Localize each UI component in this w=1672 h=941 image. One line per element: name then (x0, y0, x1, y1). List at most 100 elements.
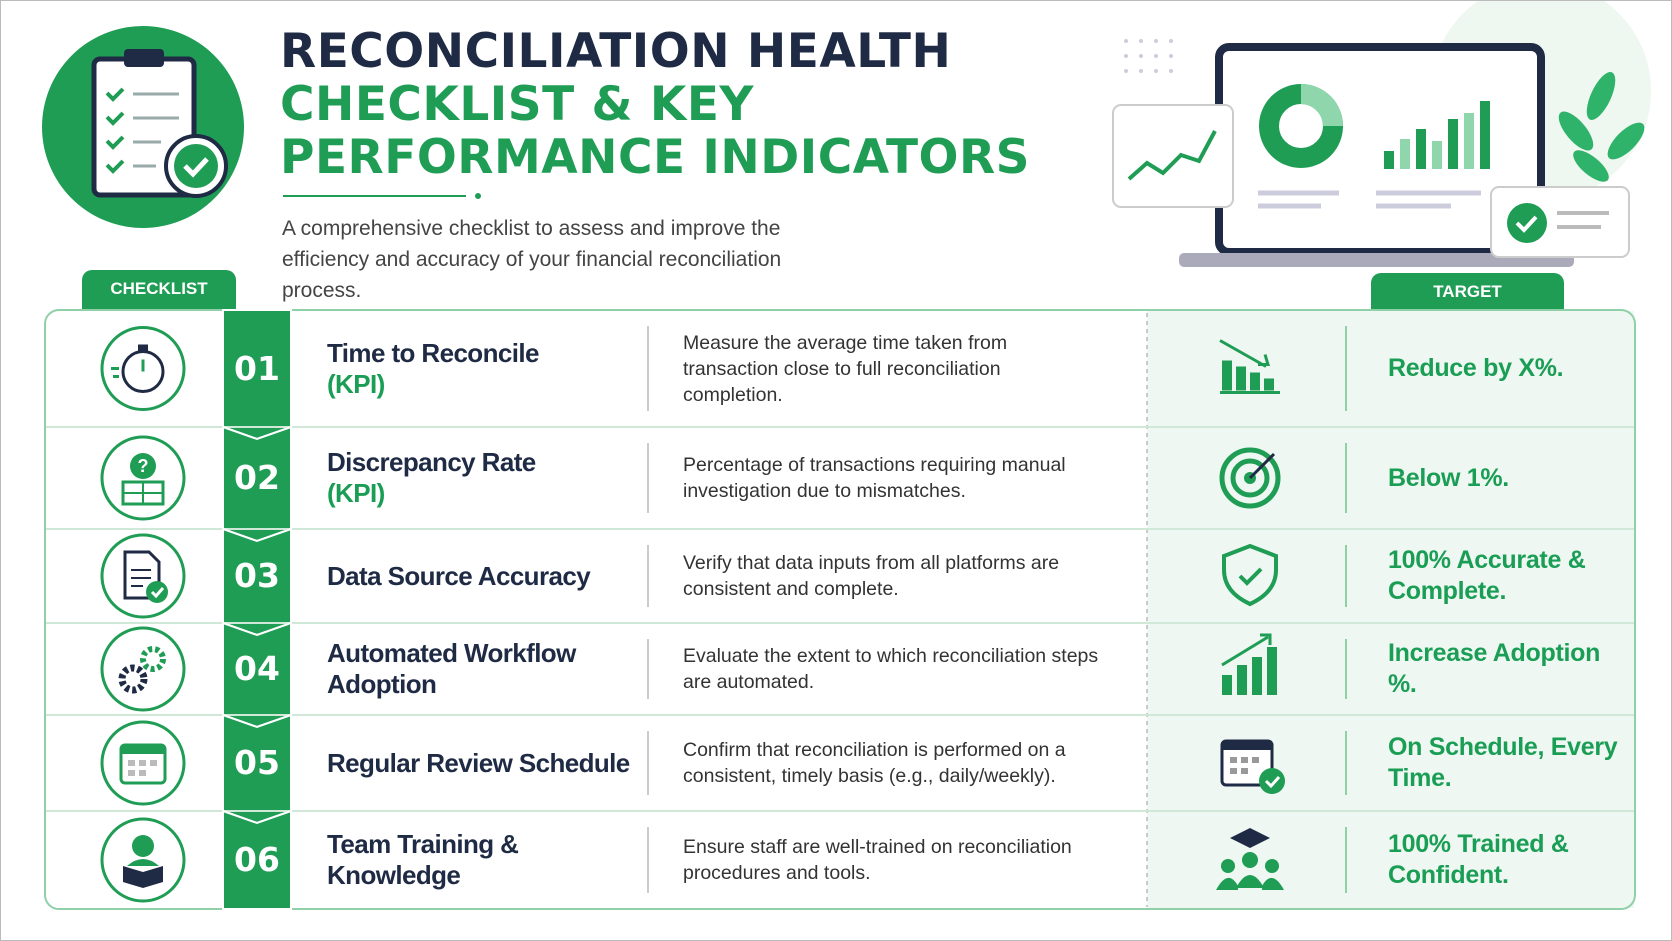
checks (105, 87, 125, 174)
icon-part (1139, 54, 1143, 58)
icon-part (1607, 122, 1645, 160)
icon-part (1258, 354, 1271, 366)
target-icon (1219, 447, 1281, 509)
icon-part: ? (138, 456, 149, 476)
icon-part (131, 569, 151, 587)
icon-part (1222, 360, 1232, 391)
icon-part (1236, 366, 1246, 391)
icon-part (1230, 768, 1237, 774)
icon-part (138, 344, 148, 351)
icon-part (1139, 39, 1143, 43)
row-title: Automated Workflow Adoption (327, 638, 637, 700)
row-number: 05 (234, 743, 280, 782)
icon-part (1154, 69, 1158, 73)
table-frame (44, 309, 1636, 910)
icon-part (1252, 757, 1259, 763)
badge-fill (174, 144, 218, 188)
row-description: Ensure staff are well-trained on reconci… (683, 836, 1072, 884)
icon-part (150, 587, 165, 599)
icon-part (1264, 776, 1281, 789)
icon-part (132, 835, 154, 857)
row-target: Reduce by X%. (1388, 354, 1564, 382)
icon-part (1124, 54, 1128, 58)
icon-part (1221, 859, 1235, 873)
icon-part (1241, 768, 1248, 774)
icon-part (1230, 757, 1237, 763)
row-icon: ? (121, 453, 165, 506)
icon-part (1219, 447, 1281, 509)
icon-part (1416, 129, 1426, 169)
icon-part (1230, 828, 1270, 848)
icon-part (121, 745, 165, 754)
icon-part (139, 770, 146, 776)
row-description: Evaluate the extent to which reconciliat… (683, 645, 1099, 693)
icon-part (1573, 150, 1609, 182)
title-line: RECONCILIATION HEALTH (280, 24, 952, 79)
icon-part (1222, 360, 1274, 391)
row-target: 100% Trained & Confident. (1388, 830, 1569, 889)
row-shapes: ? (46, 309, 1634, 910)
checklist-label: CHECKLIST (110, 279, 208, 298)
icon-part (1259, 768, 1285, 794)
leaves (1558, 72, 1645, 182)
row-title-text: Data Source Accuracy (327, 560, 591, 591)
icon-part (1154, 39, 1158, 43)
icon-part (105, 87, 125, 102)
icon-part (1432, 141, 1442, 169)
row-target: 100% Accurate & Complete. (1388, 546, 1586, 605)
row-description: Confirm that reconciliation is performed… (683, 739, 1066, 787)
icon-part (127, 859, 159, 866)
row-description: Percentage of transactions requiring man… (683, 454, 1066, 502)
icon-part (1154, 54, 1158, 58)
underline-dot (475, 193, 481, 199)
icon-part (1169, 54, 1173, 58)
row-description: Verify that data inputs from all platfor… (683, 552, 1060, 600)
card-check-mark (1515, 215, 1538, 233)
row-number: 02 (234, 458, 280, 497)
donut-slice (1300, 84, 1343, 127)
card-left (1112, 104, 1234, 208)
title-line: CHECKLIST & KEY (280, 77, 754, 132)
icon-part (1124, 39, 1128, 43)
target-tab (1371, 273, 1564, 310)
icon-part (1250, 372, 1260, 391)
icon-part (118, 664, 148, 694)
icon-part (1222, 675, 1232, 695)
icon-part (1219, 339, 1267, 368)
row-target: Below 1%. (1388, 463, 1509, 492)
row-title-text: Automated Workflow Adoption (327, 638, 576, 699)
icon-part (121, 350, 165, 393)
row-title: Regular Review Schedule (327, 748, 637, 779)
icon-part (1558, 111, 1594, 151)
row-icon (118, 646, 166, 694)
icon-part (1384, 151, 1394, 169)
row-icon (111, 344, 165, 393)
icon-part (1252, 657, 1262, 695)
row-target: On Schedule, Every Time. (1388, 733, 1618, 792)
row-icon-ring (100, 626, 186, 712)
icon-part (150, 760, 157, 766)
icon-part (1400, 139, 1410, 169)
row-title-text: Time to Reconcile (327, 337, 539, 368)
row-title-text: Team Training & Knowledge (327, 829, 519, 890)
title-line: PERFORMANCE INDICATORS (280, 130, 1031, 185)
icon-part (105, 111, 125, 126)
card-lines (1557, 211, 1609, 229)
icon-part (1238, 567, 1263, 586)
icon-part (123, 866, 163, 888)
dot-grid (1124, 39, 1173, 73)
laptop-base (1179, 253, 1574, 267)
icon-part (1260, 633, 1272, 645)
icon-part (128, 760, 157, 776)
badge-check (183, 157, 209, 178)
screen-lines (1258, 190, 1481, 209)
icon-part (1236, 875, 1264, 888)
row-title-text: Regular Review Schedule (327, 747, 630, 778)
row-title-text: Discrepancy Rate (327, 447, 536, 477)
icon-part (1230, 458, 1270, 498)
row-title: Discrepancy Rate (KPI) (327, 447, 637, 509)
card-check (1507, 203, 1547, 243)
icon-part (1222, 741, 1272, 750)
icon-part (1237, 665, 1247, 695)
